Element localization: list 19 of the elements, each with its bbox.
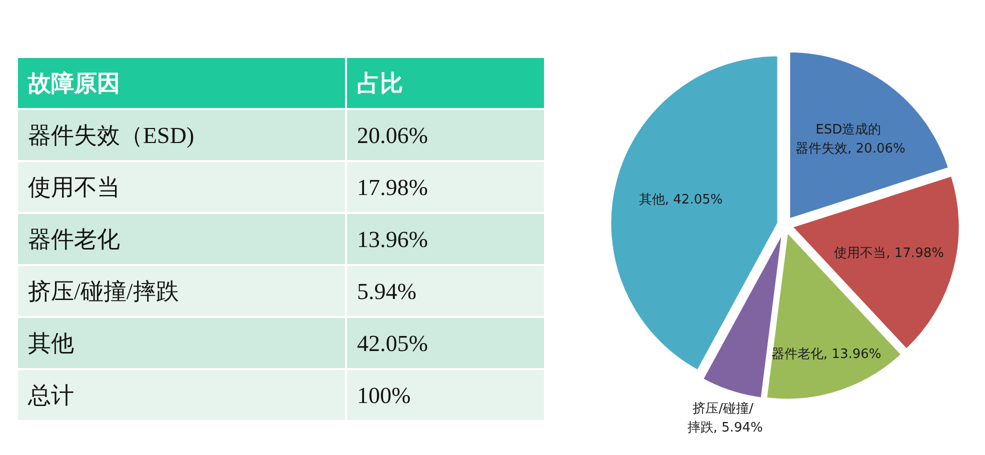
text: 13.96% [357,227,428,252]
text: 挤压/碰撞/摔跌 [28,279,179,304]
text: 100% [357,383,411,408]
slice-label: 使用不当, 17.98% [834,246,944,262]
text: 器件老化 [28,227,120,252]
slice-label: 其他, 42.05% [638,192,723,208]
text: 20.06% [357,123,428,148]
text: 故障原因 [27,71,120,96]
text: 使用不当 [28,175,120,200]
slice-label: 器件老化, 13.96% [771,346,882,362]
text: 器件失效（ESD) [28,123,194,148]
slice-label: 挤压/碰撞/摔跌, 5.94% [683,401,763,436]
text: 占比 [357,71,403,96]
slice-label: ESD造成的器件失效, 20.06% [791,122,906,157]
text: 总计 [27,383,74,408]
text: 5.94% [357,279,416,304]
text: 其他 [28,331,74,356]
text: 42.05% [357,331,428,356]
text: 17.98% [357,175,428,200]
